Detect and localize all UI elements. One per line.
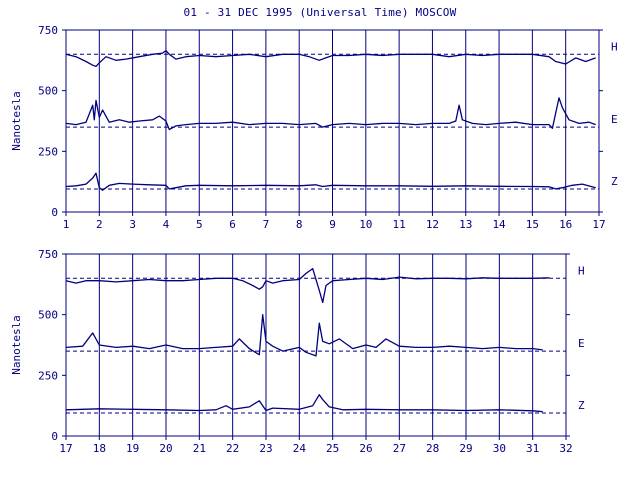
y-tick-label: 500 <box>38 85 58 98</box>
y-tick-label: 250 <box>38 369 58 382</box>
plot-frame-2 <box>65 253 567 437</box>
series-line-e <box>65 314 543 357</box>
y-tick-label: 750 <box>38 24 58 37</box>
x-tick-label: 12 <box>426 218 439 231</box>
x-tick-label: 31 <box>526 442 539 455</box>
x-tick-label: 3 <box>129 218 136 231</box>
x-tick-label: 23 <box>259 442 272 455</box>
series-label-h: H <box>578 264 585 277</box>
x-tick-label: 6 <box>229 218 236 231</box>
x-tick-label: 28 <box>426 442 439 455</box>
x-tick-label: 17 <box>59 442 72 455</box>
series-label-z: Z <box>611 175 618 188</box>
x-tick-label: 21 <box>193 442 206 455</box>
x-tick-label: 4 <box>163 218 170 231</box>
x-tick-label: 13 <box>459 218 472 231</box>
x-tick-label: 18 <box>93 442 106 455</box>
y-tick-label: 250 <box>38 145 58 158</box>
x-tick-label: 26 <box>359 442 372 455</box>
x-tick-label: 17 <box>592 218 605 231</box>
x-tick-label: 8 <box>296 218 303 231</box>
x-tick-label: 9 <box>329 218 336 231</box>
y-tick-label: 500 <box>38 309 58 322</box>
series-label-e: E <box>611 113 618 126</box>
series-label-z: Z <box>578 399 585 412</box>
x-tick-label: 7 <box>263 218 270 231</box>
series-line-h <box>65 49 596 68</box>
series-label-e: E <box>578 337 585 350</box>
y-tick-label: 0 <box>51 430 58 443</box>
x-tick-label: 14 <box>492 218 506 231</box>
x-tick-label: 10 <box>359 218 372 231</box>
x-tick-label: 32 <box>559 442 572 455</box>
chart-title: 01 - 31 DEC 1995 (Universal Time) MOSCOW <box>183 6 457 19</box>
x-tick-label: 19 <box>126 442 139 455</box>
x-tick-label: 29 <box>459 442 472 455</box>
x-tick-label: 15 <box>526 218 539 231</box>
x-tick-label: 30 <box>493 442 506 455</box>
y-axis-label: Nanotesla <box>10 315 23 375</box>
x-tick-label: 25 <box>326 442 339 455</box>
y-axis-label: Nanotesla <box>10 91 23 151</box>
series-line-e <box>65 97 596 131</box>
y-tick-label: 0 <box>51 206 58 219</box>
x-tick-label: 24 <box>293 442 307 455</box>
x-tick-label: 1 <box>63 218 70 231</box>
x-tick-label: 16 <box>559 218 572 231</box>
x-tick-label: 2 <box>96 218 103 231</box>
series-line-h <box>65 267 550 304</box>
x-tick-label: 22 <box>226 442 239 455</box>
series-label-h: H <box>611 40 618 53</box>
series-line-z <box>65 394 543 413</box>
x-tick-label: 11 <box>393 218 406 231</box>
x-tick-label: 20 <box>159 442 172 455</box>
y-tick-label: 750 <box>38 248 58 261</box>
x-tick-label: 27 <box>393 442 406 455</box>
x-tick-label: 5 <box>196 218 203 231</box>
series-line-z <box>65 172 596 191</box>
